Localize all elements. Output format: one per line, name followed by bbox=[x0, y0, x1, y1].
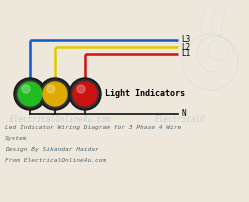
Text: System: System bbox=[5, 136, 27, 141]
Circle shape bbox=[69, 78, 101, 110]
Circle shape bbox=[18, 82, 42, 106]
Circle shape bbox=[14, 78, 46, 110]
Circle shape bbox=[73, 82, 97, 106]
Text: ElectricalOnline4u.com: ElectricalOnline4u.com bbox=[10, 116, 112, 124]
Text: Led Indicator Wiring Diagram for 3 Phase 4 Wire: Led Indicator Wiring Diagram for 3 Phase… bbox=[5, 125, 181, 130]
Text: L1: L1 bbox=[181, 49, 190, 59]
Circle shape bbox=[77, 85, 85, 93]
Circle shape bbox=[16, 80, 44, 108]
Text: L3: L3 bbox=[181, 36, 190, 44]
Text: From ElectricalOnline4u.com: From ElectricalOnline4u.com bbox=[5, 158, 106, 163]
Circle shape bbox=[71, 80, 99, 108]
Circle shape bbox=[22, 85, 30, 93]
Text: Design By Sikandar Haidar: Design By Sikandar Haidar bbox=[5, 147, 99, 152]
Circle shape bbox=[41, 80, 69, 108]
Text: Light Indicators: Light Indicators bbox=[105, 89, 185, 99]
Circle shape bbox=[47, 85, 55, 93]
Text: ElectricalO: ElectricalO bbox=[155, 116, 206, 124]
Text: N: N bbox=[181, 109, 186, 119]
Circle shape bbox=[43, 82, 67, 106]
Text: L2: L2 bbox=[181, 42, 190, 52]
Circle shape bbox=[39, 78, 71, 110]
